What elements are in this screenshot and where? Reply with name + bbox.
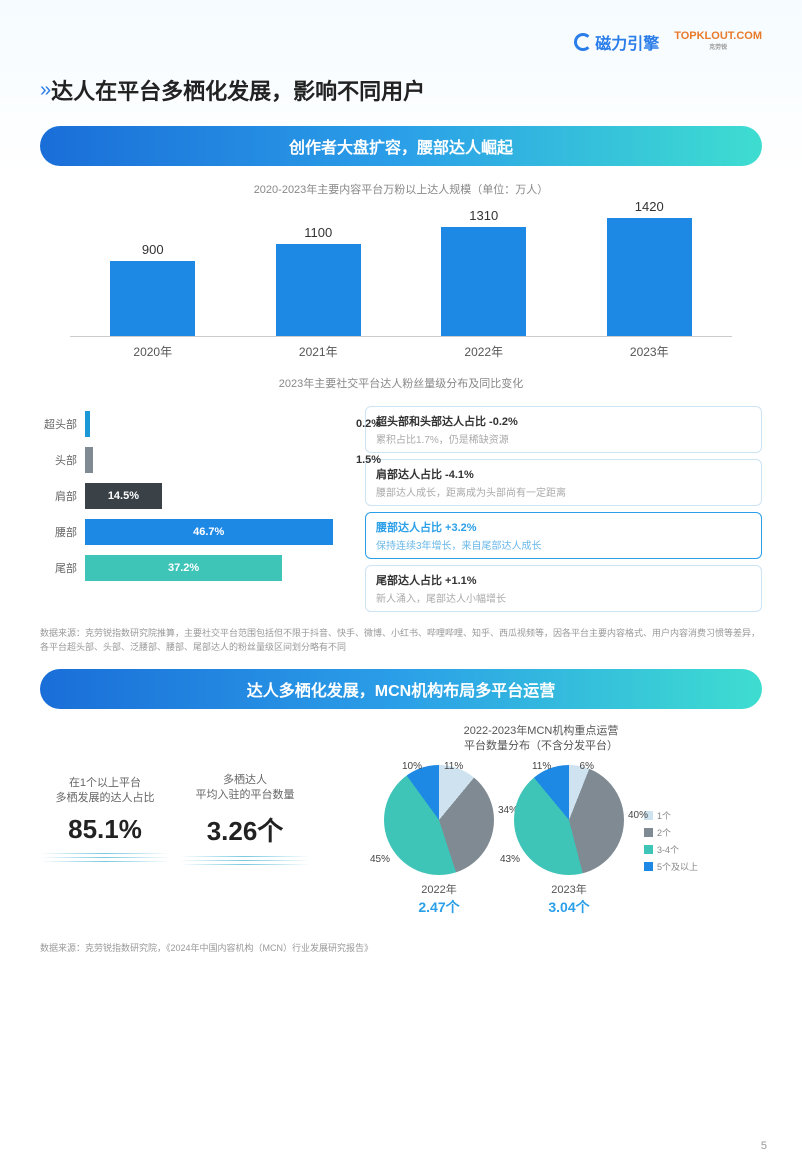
pie-chart: 11%34%45%10%2022年2.47个	[384, 765, 494, 917]
stat-value-1: 85.1%	[40, 814, 170, 845]
bar-col: 1420	[589, 199, 709, 336]
pie-section: 2022-2023年MCN机构重点运营平台数量分布（不含分发平台） 11%34%…	[320, 724, 762, 917]
info-box: 尾部达人占比 +1.1%新人涌入，尾部达人小幅增长	[365, 565, 762, 612]
hbar-row: 尾部37.2%	[40, 550, 350, 586]
main-title: » 达人在平台多栖化发展，影响不同用户	[40, 74, 762, 106]
hbar-row: 肩部14.5%	[40, 478, 350, 514]
hbar-row: 超头部0.2%	[40, 406, 350, 442]
section1-band: 创作者大盘扩容，腰部达人崛起	[40, 126, 762, 166]
hbar-row: 头部1.5%	[40, 442, 350, 478]
source-note-1: 数据来源：克劳锐指数研究院推算，主要社交平台范围包括但不限于抖音、快手、微博、小…	[40, 627, 762, 654]
section2-band: 达人多栖化发展，MCN机构布局多平台运营	[40, 669, 762, 709]
stat-block-2: 多栖达人平均入驻的平台数量 3.26个	[180, 773, 310, 869]
hbar-subtitle: 2023年主要社交平台达人粉丝量级分布及同比变化	[40, 375, 762, 391]
info-boxes: 超头部和头部达人占比 -0.2%累积占比1.7%，仍是稀缺资源肩部达人占比 -4…	[365, 406, 762, 612]
chevrons-icon: »	[40, 79, 43, 102]
info-box: 肩部达人占比 -4.1%腰部达人成长，距离成为头部尚有一定距离	[365, 459, 762, 506]
stat-block-1: 在1个以上平台多栖发展的达人占比 85.1%	[40, 776, 170, 866]
page-title: 达人在平台多栖化发展，影响不同用户	[51, 74, 425, 106]
info-box: 超头部和头部达人占比 -0.2%累积占比1.7%，仍是稀缺资源	[365, 406, 762, 453]
logo-topklout: TOPKLOUT.COM克劳锐	[674, 30, 762, 54]
source-note-2: 数据来源：克劳锐指数研究院，《2024年中国内容机构（MCN）行业发展研究报告》	[40, 942, 762, 956]
page-number: 5	[761, 1140, 767, 1152]
info-box: 腰部达人占比 +3.2%保持连续3年增长，来自尾部达人成长	[365, 512, 762, 559]
hbar-chart: 超头部0.2%头部1.5%肩部14.5%腰部46.7%尾部37.2%	[40, 406, 350, 612]
bar-col: 1100	[258, 225, 378, 336]
header-logos: 磁力引擎 TOPKLOUT.COM克劳锐	[40, 30, 762, 54]
hbar-row: 腰部46.7%	[40, 514, 350, 550]
bar-col: 1310	[424, 208, 544, 336]
pie-chart: 6%40%43%11%2023年3.04个	[514, 765, 624, 917]
stat-value-2: 3.26个	[180, 811, 310, 848]
logo-cilie: 磁力引擎	[574, 30, 659, 54]
bar-chart-subtitle: 2020-2023年主要内容平台万粉以上达人规模（单位：万人）	[40, 181, 762, 197]
pie-legend: 1个2个3-4个5个及以上	[644, 809, 698, 873]
bar-chart: 900110013101420 2020年2021年2022年2023年	[70, 207, 732, 367]
bar-col: 900	[93, 242, 213, 336]
